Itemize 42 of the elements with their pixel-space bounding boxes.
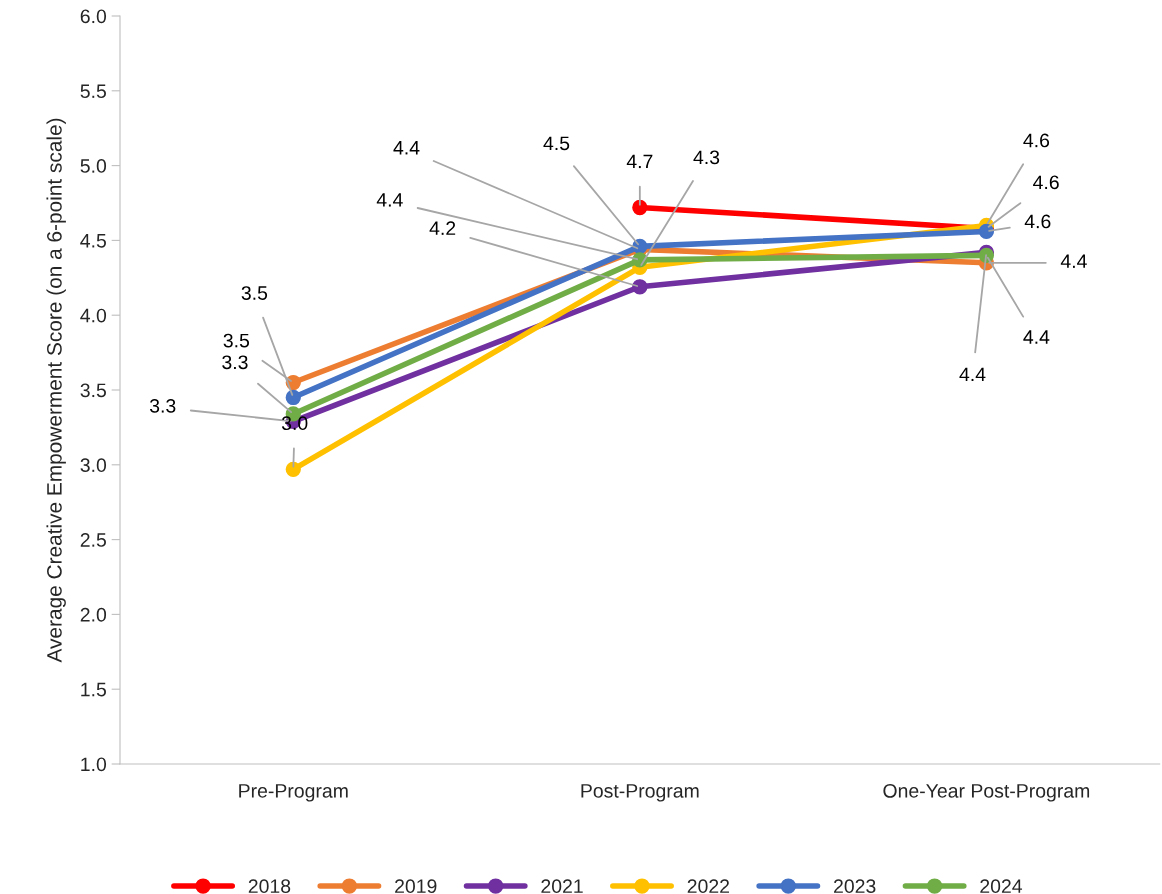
- point: [632, 199, 648, 216]
- legend-label: 2024: [980, 879, 1023, 894]
- legend-label: 2021: [541, 879, 583, 894]
- y-tick-label: 2.5: [80, 533, 106, 547]
- x-tick-label: Pre-Program: [239, 784, 348, 802]
- point: [285, 461, 301, 477]
- y-tick-label: 5.0: [80, 159, 107, 173]
- legend-label: 2022: [687, 879, 729, 894]
- legend-label: 2018: [248, 879, 291, 894]
- y-tick-label: 4.5: [80, 234, 106, 248]
- data-label: 4.6: [1023, 133, 1050, 148]
- data-label: 4.4: [1023, 330, 1050, 344]
- y-tick-label: 3.5: [80, 383, 106, 398]
- y-axis-title: Average Creative Empowerment Score (on a 6-point scale): [46, 118, 66, 663]
- point: [285, 389, 301, 406]
- data-label: 4.4: [1060, 254, 1087, 268]
- data-label: 3.3: [222, 355, 248, 370]
- y-tick-label: 5.5: [80, 84, 106, 99]
- data-label: 4.6: [1024, 214, 1051, 229]
- y-tick-label: 1.5: [81, 682, 106, 697]
- data-label: 4.4: [376, 193, 403, 207]
- data-label: 4.3: [693, 150, 720, 165]
- legend-label: 2023: [834, 879, 876, 894]
- y-tick-label: 6.0: [80, 9, 107, 24]
- y-tick-label: 4.0: [80, 308, 107, 323]
- data-label: 4.2: [429, 221, 456, 235]
- data-label: 4.4: [959, 367, 986, 382]
- legend-label: 2019: [395, 879, 437, 894]
- data-label: 4.4: [393, 141, 420, 155]
- y-tick-label: 1.0: [81, 757, 107, 772]
- data-label: 4.5: [543, 136, 570, 151]
- data-label: 4.7: [626, 154, 653, 169]
- data-label: 3.3: [149, 398, 176, 413]
- y-tick-label: 3.0: [80, 458, 107, 473]
- x-tick-label: Post-Program: [581, 784, 699, 802]
- data-label: 3.0: [281, 416, 308, 431]
- data-label: 3.5: [223, 333, 250, 348]
- data-label: 4.6: [1033, 175, 1059, 190]
- y-tick-label: 2.0: [80, 607, 107, 622]
- point: [632, 279, 648, 295]
- data-label: 3.5: [241, 286, 268, 300]
- x-tick-label: One-Year Post-Program: [883, 783, 1090, 802]
